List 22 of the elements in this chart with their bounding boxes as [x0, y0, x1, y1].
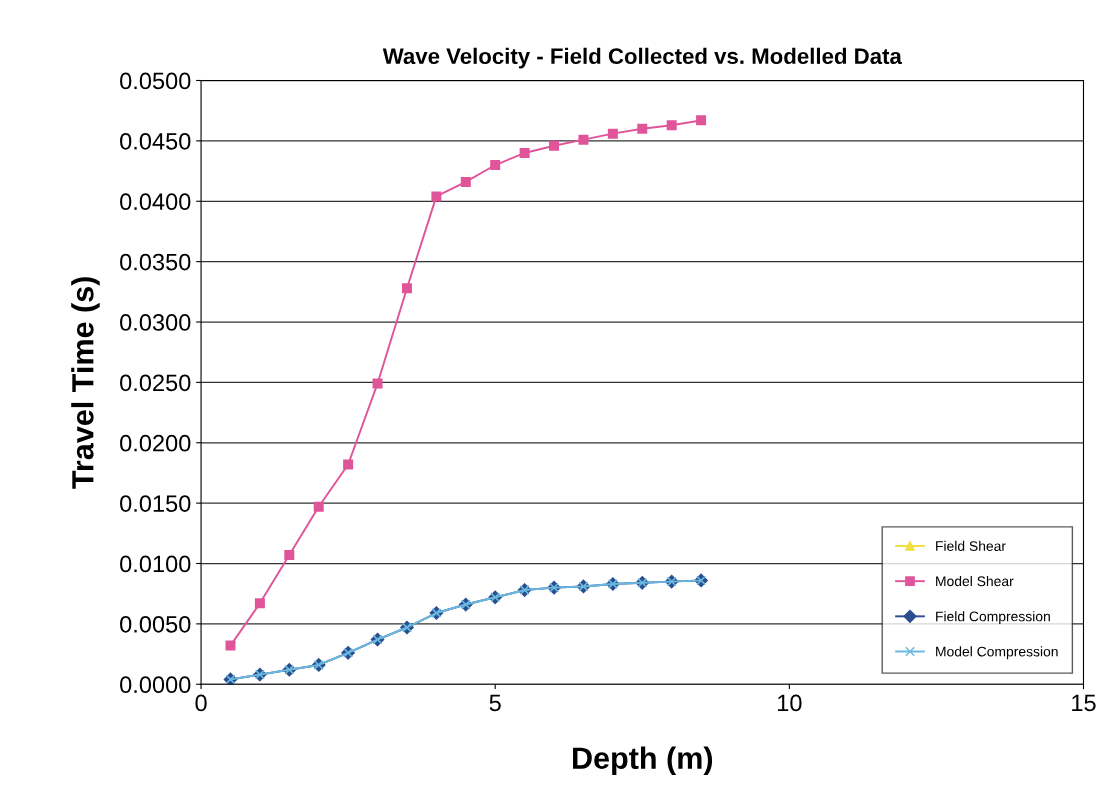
- y-tick-label: 0.0100: [120, 555, 191, 573]
- y-tick-label: 0.0500: [120, 72, 191, 90]
- y-axis-title: Travel Time (s): [71, 277, 100, 489]
- y-tick-label: 0.0300: [120, 314, 191, 331]
- legend-label: Model Shear: [936, 575, 1014, 587]
- y-tick-label: 0.0250: [120, 374, 191, 392]
- legend-label: Model Compression: [936, 646, 1058, 660]
- x-axis-title: Depth (m): [573, 746, 713, 776]
- y-tick-label: 0.0400: [120, 193, 191, 211]
- y-tick-label: 0.0200: [120, 434, 191, 452]
- x-tick-label: 0: [195, 694, 207, 712]
- y-tick-label: 0.0000: [120, 676, 191, 694]
- x-tick-label: 15: [1072, 694, 1096, 712]
- y-tick-label: 0.0450: [120, 132, 191, 150]
- legend-label: Field Shear: [936, 540, 1006, 551]
- chart-title: Wave Velocity - Field Collected vs. Modelled Data: [382, 47, 902, 69]
- x-tick-label: 10: [778, 694, 802, 712]
- y-tick-label: 0.0050: [120, 615, 191, 633]
- x-tick-label: 5: [489, 694, 501, 712]
- y-tick-label: 0.0150: [120, 495, 191, 512]
- legend-label: Field Compression: [936, 611, 1050, 625]
- y-tick-label: 0.0350: [120, 253, 191, 271]
